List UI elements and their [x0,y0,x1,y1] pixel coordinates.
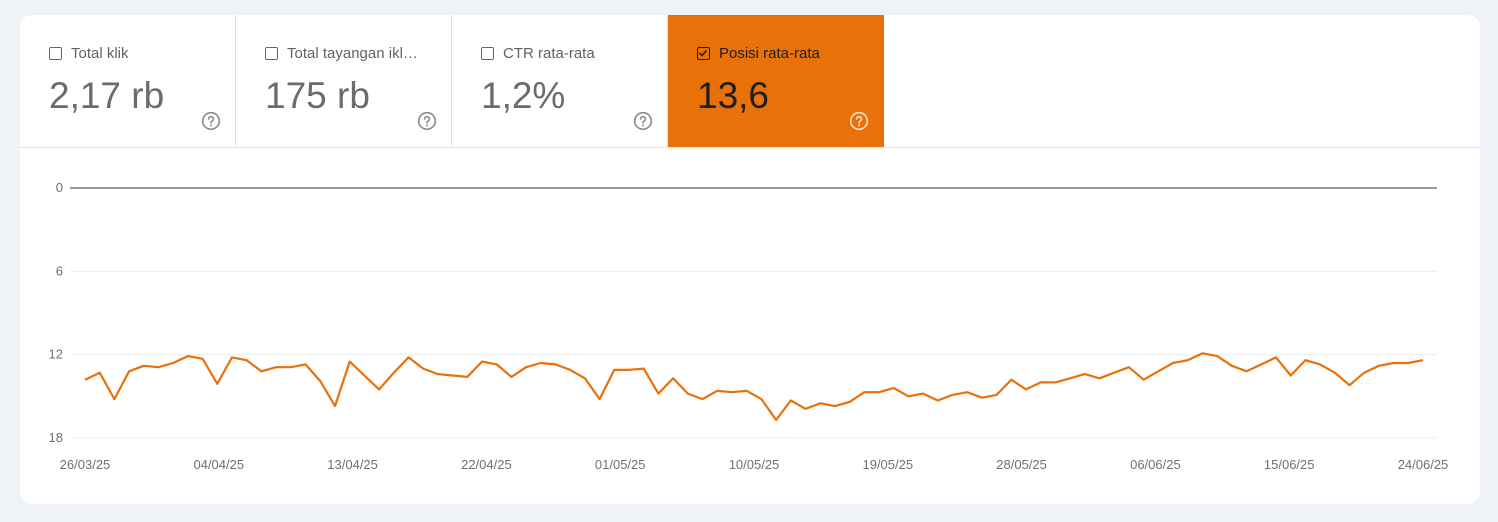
tab-average-ctr[interactable]: CTR rata-rata 1,2% [452,15,668,147]
help-icon[interactable] [633,111,653,131]
metric-tabs: Total klik 2,17 rb Total tayangan ikl… 1… [20,15,1480,148]
position-line-chart: 0 6 12 18 26/03/25 04/04/25 13/04/25 22/04/25 01… [49,180,1449,472]
checkbox-checked-icon[interactable] [697,47,710,60]
performance-card: Total klik 2,17 rb Total tayangan ikl… 1… [20,15,1480,504]
help-icon[interactable] [417,111,437,131]
metric-value: 2,17 rb [49,75,165,116]
checkbox-icon[interactable] [265,47,278,60]
tab-total-impressions[interactable]: Total tayangan ikl… 175 rb [236,15,452,147]
y-tick-label: 0 [56,180,63,195]
x-tick-label: 22/04/25 [461,457,512,472]
y-tick-label: 6 [56,263,63,278]
x-tick-label: 26/03/25 [60,457,111,472]
checkbox-icon[interactable] [481,47,494,60]
x-tick-label: 13/04/25 [327,457,378,472]
x-tick-label: 06/06/25 [1130,457,1181,472]
metric-value: 175 rb [265,75,370,116]
x-tick-label: 01/05/25 [595,457,646,472]
series-line-average-position[interactable] [84,352,1424,421]
y-tick-label: 18 [49,430,63,445]
metric-value: 13,6 [697,75,770,116]
checkbox-icon[interactable] [49,47,62,60]
x-tick-label: 24/06/25 [1398,457,1449,472]
x-tick-label: 15/06/25 [1264,457,1315,472]
x-tick-label: 04/04/25 [193,457,244,472]
help-icon[interactable] [849,111,869,131]
help-icon[interactable] [201,111,221,131]
x-tick-label: 28/05/25 [996,457,1047,472]
metric-value: 1,2% [481,75,566,116]
tab-total-clicks[interactable]: Total klik 2,17 rb [20,15,236,147]
x-tick-label: 10/05/25 [729,457,780,472]
y-tick-label: 12 [49,347,63,362]
x-tick-label: 19/05/25 [862,457,913,472]
tab-average-position[interactable]: Posisi rata-rata 13,6 [668,15,884,147]
